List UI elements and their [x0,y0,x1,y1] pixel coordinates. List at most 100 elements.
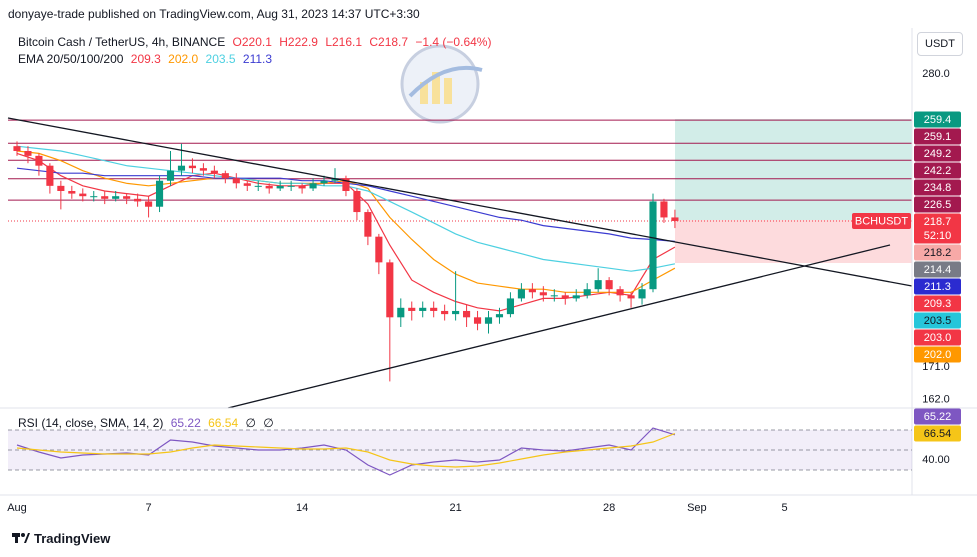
watermark-bar [420,82,428,104]
price-label-box [914,213,961,244]
candle-body [276,185,284,189]
candle-body [254,185,262,187]
candle-body [353,190,361,213]
candle-body [550,295,558,297]
price-label: 242.2 [924,165,952,177]
x-tick-label: 14 [296,502,308,514]
candle-body [79,193,87,197]
price-label: 259.1 [924,131,952,143]
candle-body [572,295,580,299]
rsi-na: ∅ [263,416,274,430]
candle-body [112,196,120,199]
candle-body [364,212,372,237]
candle-body [660,201,668,218]
candle-body [484,317,493,324]
candle-body [232,178,240,184]
target-zone [675,119,912,220]
ema-value: 209.3 [130,52,161,66]
candle-body [35,155,43,166]
published-note: donyaye-trade published on TradingView.c… [8,7,420,21]
price-label: 234.8 [924,182,952,194]
rsi-title: RSI (14, close, SMA, 14, 2) [18,416,164,430]
ohlc-value: C218.7 [369,35,409,49]
candle-body [430,307,438,311]
candle-body [309,183,317,189]
candle-body [583,289,591,296]
price-label-box [914,179,961,196]
rsi-value-box [914,408,961,425]
candle-body [145,201,153,207]
candle-body [638,289,646,299]
candle-body [649,201,657,290]
candle-body [123,196,131,199]
price-label: 226.5 [924,199,952,211]
candle-body [90,196,98,198]
candle-body [166,170,175,181]
ema-value: 211.3 [242,52,273,66]
countdown-label: 52:10 [924,230,952,242]
watermark-bar [444,78,452,104]
symbol-label-box [852,212,911,229]
ohlc-value: H222.9 [279,35,318,49]
y-tick-label: 280.0 [922,68,950,80]
symbol-label: BCHUSDT [855,215,908,227]
price-label: 218.2 [924,247,952,259]
candle-body [68,190,76,194]
candle-body [463,310,471,318]
currency-button[interactable]: USDT [917,32,963,56]
candle-body [101,196,109,199]
price-label: 202.0 [924,349,952,361]
rsi-value-label: 66.54 [924,428,952,440]
candle-body [539,292,547,296]
candle-body [320,180,328,184]
rsi-value-label: 65.22 [924,411,952,423]
price-label-box [914,111,961,128]
price-label: 214.4 [924,264,952,276]
candle-body [506,298,515,315]
ema-value: 203.5 [205,52,236,66]
rsi-tick-label: 40.00 [922,454,950,466]
candle-body [473,317,482,324]
price-label-box [914,329,961,346]
price-label-box [914,346,961,363]
ema-legend: EMA 20/50/100/200 209.3 202.0 203.5 211.… [18,52,276,66]
price-label-box [914,145,961,162]
price-label-box [914,278,961,295]
price-label: 249.2 [924,148,952,160]
logo-part [21,533,25,537]
ohlc-value: O220.1 [232,35,272,49]
candle-body [331,178,339,181]
candle-body [561,295,569,299]
footer-logo [12,533,30,543]
trend-line [7,117,913,287]
footer-brand: TradingView [34,531,111,546]
logo-part [15,533,18,543]
indicator-title: EMA 20/50/100/200 [18,52,124,66]
candle-body [397,307,405,318]
x-tick-label: 28 [603,502,615,514]
candle-body [13,146,21,151]
price-label-box [914,196,961,213]
price-label-box [914,295,961,312]
candle-body [287,185,295,187]
candle-body [627,295,635,299]
candle-body [243,183,251,186]
price-label: 211.3 [924,281,951,293]
candle-body [199,168,207,171]
candle-body [605,280,613,290]
ema-value: 202.0 [168,52,199,66]
price-label-box [914,128,961,145]
candle-body [24,150,32,156]
candle-body [616,289,624,296]
x-tick-label: 7 [146,502,152,514]
candle-body [441,310,449,315]
watermark-bar [432,72,440,104]
candle-body [221,173,229,179]
rsi-legend: RSI (14, close, SMA, 14, 2) 65.22 66.54 … [18,416,278,430]
candle-body [188,165,197,169]
candle-body [155,180,164,207]
rsi-na: ∅ [245,416,256,430]
